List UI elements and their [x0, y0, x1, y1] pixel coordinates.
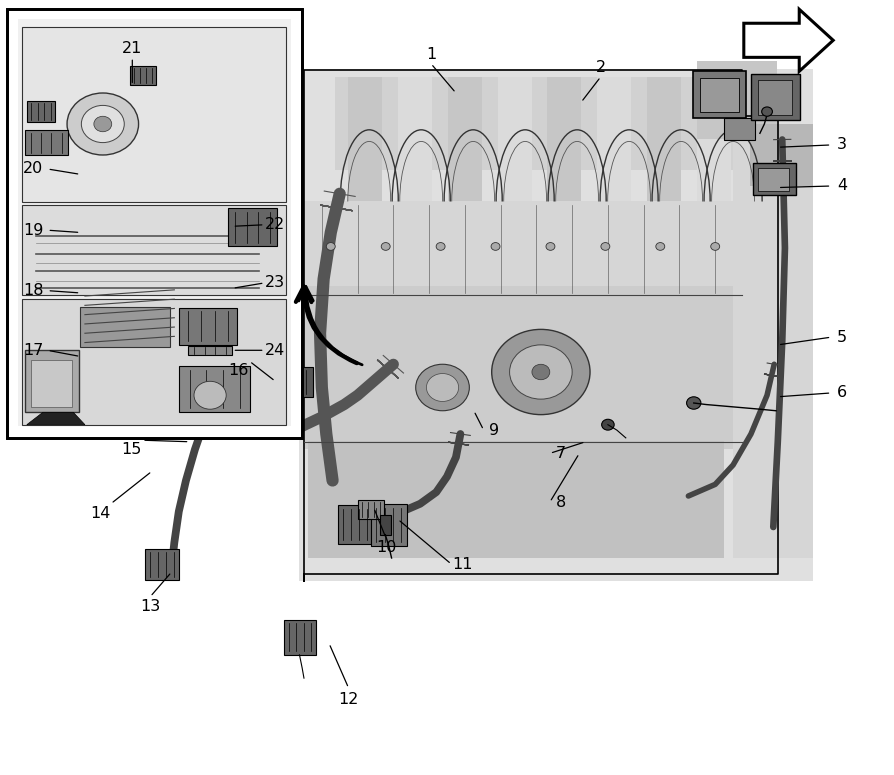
Circle shape	[510, 345, 572, 399]
Text: 18: 18	[23, 283, 43, 298]
Bar	[22, 27, 286, 202]
Bar	[80, 307, 170, 347]
Circle shape	[602, 419, 614, 430]
Bar	[758, 168, 789, 191]
Bar	[700, 78, 739, 112]
Bar	[168, 370, 211, 400]
Text: 9: 9	[489, 422, 500, 438]
Circle shape	[194, 381, 226, 409]
Circle shape	[81, 105, 124, 143]
Bar	[358, 500, 384, 519]
Circle shape	[762, 107, 772, 116]
Bar	[751, 74, 800, 120]
Circle shape	[492, 329, 590, 415]
Circle shape	[94, 116, 112, 132]
Text: 19: 19	[23, 222, 43, 238]
Text: 8: 8	[555, 494, 566, 510]
Circle shape	[67, 93, 139, 155]
Text: 2: 2	[595, 60, 606, 75]
Text: 17: 17	[23, 343, 43, 358]
Bar	[179, 366, 250, 412]
Circle shape	[381, 243, 390, 250]
Polygon shape	[27, 412, 85, 425]
Circle shape	[426, 374, 459, 401]
Polygon shape	[744, 9, 833, 71]
Bar	[22, 299, 286, 425]
Bar	[7, 9, 302, 438]
Text: 5: 5	[837, 329, 848, 345]
Bar	[724, 118, 755, 140]
Bar	[94, 373, 112, 400]
Text: 23: 23	[266, 275, 285, 291]
Text: 20: 20	[23, 161, 43, 177]
Bar	[18, 19, 291, 426]
Circle shape	[436, 243, 445, 250]
Text: 3: 3	[837, 137, 848, 153]
Text: 7: 7	[555, 446, 566, 461]
Text: 24: 24	[266, 343, 285, 358]
Circle shape	[491, 243, 500, 250]
Bar	[758, 80, 792, 115]
Bar	[7, 9, 302, 438]
Bar	[116, 370, 163, 403]
Circle shape	[687, 397, 701, 409]
Bar	[380, 515, 391, 535]
Circle shape	[416, 364, 469, 411]
Circle shape	[711, 243, 720, 250]
Bar	[266, 367, 313, 397]
Bar	[31, 360, 72, 407]
Text: 14: 14	[90, 505, 110, 521]
Text: 6: 6	[837, 385, 848, 401]
Text: 12: 12	[339, 691, 358, 707]
Text: 21: 21	[122, 40, 142, 56]
Text: 11: 11	[452, 556, 472, 572]
Bar	[216, 367, 261, 397]
Bar	[145, 549, 179, 580]
Bar	[130, 66, 156, 85]
Text: 10: 10	[376, 540, 396, 556]
Circle shape	[656, 243, 665, 250]
Circle shape	[532, 364, 550, 380]
Bar	[179, 308, 237, 345]
Bar	[25, 350, 79, 412]
Circle shape	[601, 243, 610, 250]
Bar	[338, 505, 372, 544]
Bar	[228, 208, 277, 246]
Circle shape	[326, 243, 335, 250]
FancyArrowPatch shape	[296, 287, 357, 363]
Text: 13: 13	[140, 598, 160, 614]
Text: 1: 1	[426, 46, 436, 62]
Text: 4: 4	[837, 178, 848, 194]
Bar	[22, 205, 286, 294]
FancyArrowPatch shape	[299, 287, 362, 365]
Text: 22: 22	[266, 217, 285, 232]
Bar	[371, 504, 407, 546]
Bar	[693, 71, 746, 118]
Text: 16: 16	[229, 363, 249, 378]
Bar	[27, 101, 55, 122]
Bar	[753, 163, 796, 195]
Bar	[188, 346, 232, 355]
Bar	[25, 130, 68, 155]
Text: 15: 15	[122, 442, 141, 457]
Bar	[284, 620, 316, 655]
Circle shape	[546, 243, 555, 250]
